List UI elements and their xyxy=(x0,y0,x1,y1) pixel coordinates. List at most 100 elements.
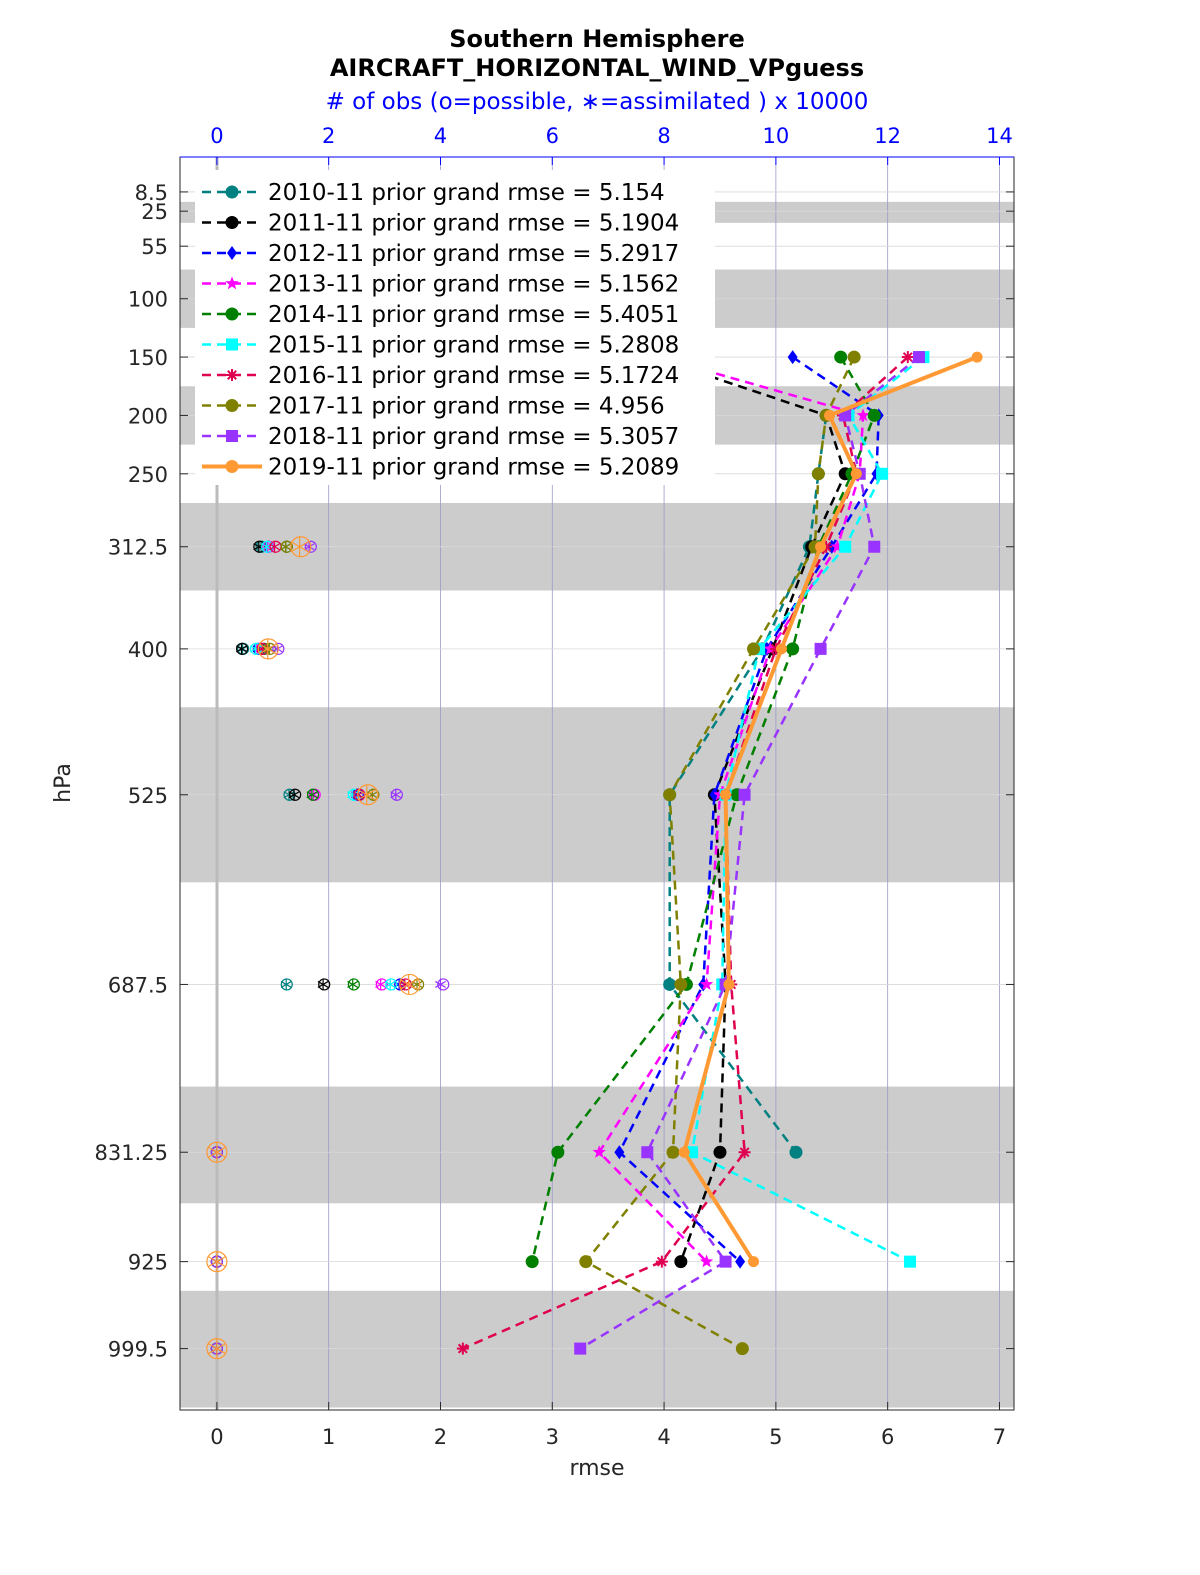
asterisk-stroke xyxy=(268,543,280,551)
obs-possible-marker xyxy=(306,788,320,801)
y-tick-label: 250 xyxy=(128,463,168,487)
data-point xyxy=(227,246,237,260)
obs-assimilated-marker xyxy=(207,1251,226,1272)
series-lines xyxy=(456,350,983,1356)
obs-possible-marker xyxy=(367,788,380,801)
y-tick-label: 312.5 xyxy=(108,536,168,560)
x-tick-label: 3 xyxy=(546,1425,559,1449)
obs-assimilated-marker xyxy=(347,788,359,801)
top-x-tick-label: 0 xyxy=(210,124,223,148)
obs-possible-marker xyxy=(437,978,450,991)
data-point xyxy=(678,1146,690,1158)
legend-entry: 2017-11 prior grand rmse = 4.956 xyxy=(268,394,665,420)
data-point xyxy=(674,1255,688,1269)
shaded-band xyxy=(180,1086,1014,1204)
obs-assimilated-marker xyxy=(280,540,292,553)
data-point xyxy=(815,541,827,553)
series-line xyxy=(652,355,847,1263)
data-point xyxy=(787,350,798,365)
y-tick-label: 150 xyxy=(128,346,168,370)
asterisk-stroke xyxy=(393,980,405,988)
data-point xyxy=(663,788,677,802)
obs-possible-marker xyxy=(347,978,360,991)
top-x-tick-label: 4 xyxy=(434,124,447,148)
data-point xyxy=(834,350,848,364)
x-tick-label: 6 xyxy=(881,1425,894,1449)
asterisk-stroke xyxy=(306,791,318,799)
obs-assimilated-marker xyxy=(347,978,359,991)
data-point xyxy=(713,1145,727,1159)
x-tick-label: 2 xyxy=(434,1425,447,1449)
obs-assimilated-marker xyxy=(290,536,309,557)
obs-possible-marker xyxy=(290,536,312,558)
obs-possible-marker xyxy=(357,784,379,806)
data-point xyxy=(641,1146,654,1159)
data-point xyxy=(655,1255,668,1268)
legend-entry: 2015-11 prior grand rmse = 5.2808 xyxy=(268,333,679,359)
data-point xyxy=(666,1145,680,1159)
data-point xyxy=(811,467,825,481)
asterisk-stroke xyxy=(280,543,292,551)
series-line xyxy=(579,356,920,1350)
y-tick-label: 400 xyxy=(128,638,168,662)
data-point xyxy=(876,467,889,480)
data-point xyxy=(225,460,239,473)
obs-assimilated-marker xyxy=(280,978,292,991)
asterisk-stroke xyxy=(902,352,913,363)
obs-assimilated-marker xyxy=(258,638,277,659)
obs-assimilated-marker xyxy=(308,788,320,801)
asterisk-stroke xyxy=(390,791,402,799)
y-tick-label: 100 xyxy=(128,288,168,312)
data-point xyxy=(226,369,238,381)
y-tick-label: 200 xyxy=(128,404,168,428)
data-point xyxy=(789,1145,803,1159)
asterisk-stroke xyxy=(347,980,359,988)
data-point xyxy=(720,789,732,801)
y-tick-label: 925 xyxy=(128,1251,168,1275)
asterisk-stroke xyxy=(258,643,277,655)
legend-entry: 2010-11 prior grand rmse = 5.154 xyxy=(268,180,665,206)
data-point xyxy=(719,1255,732,1268)
asterisk-stroke xyxy=(303,543,315,551)
data-point xyxy=(225,276,239,290)
legend-entry: 2013-11 prior grand rmse = 5.1562 xyxy=(268,272,679,298)
top-x-tick-label: 2 xyxy=(322,124,335,148)
data-point xyxy=(847,350,861,364)
data-point xyxy=(592,1145,606,1158)
series-group xyxy=(579,350,861,1356)
legend-entry: 2018-11 prior grand rmse = 5.3057 xyxy=(268,424,679,450)
data-point xyxy=(748,1256,760,1268)
asterisk-stroke xyxy=(207,1343,226,1355)
obs-assimilated-marker xyxy=(303,540,315,553)
data-point xyxy=(839,540,852,553)
asterisk-stroke xyxy=(457,1343,468,1354)
obs-assimilated-marker xyxy=(306,788,318,801)
data-point xyxy=(735,1342,749,1356)
data-point xyxy=(456,1342,469,1355)
obs-assimilated-marker xyxy=(283,788,295,801)
y-tick-label: 525 xyxy=(128,784,168,808)
asterisk-stroke xyxy=(317,980,329,988)
asterisk-stroke xyxy=(366,791,378,799)
data-point xyxy=(225,399,239,412)
obs-assimilated-marker xyxy=(390,788,402,801)
top-x-tick-label: 8 xyxy=(657,124,670,148)
asterisk-stroke xyxy=(411,980,423,988)
data-point xyxy=(699,1254,714,1268)
x-axis-label: rmse xyxy=(569,1456,624,1481)
asterisk-stroke xyxy=(227,370,237,380)
obs-assimilated-marker xyxy=(375,978,387,991)
x-tick-label: 1 xyxy=(322,1425,335,1449)
data-point xyxy=(901,351,914,364)
data-point xyxy=(574,1342,587,1355)
data-point xyxy=(686,1146,699,1159)
data-point xyxy=(912,351,925,364)
asterisk-stroke xyxy=(739,1147,750,1158)
data-point xyxy=(551,1145,565,1159)
data-point xyxy=(775,643,787,655)
x-tick-label: 4 xyxy=(657,1425,670,1449)
top-x-tick-label: 14 xyxy=(986,124,1013,148)
legend-entry: 2016-11 prior grand rmse = 5.1724 xyxy=(268,363,679,389)
asterisk-stroke xyxy=(271,645,283,653)
